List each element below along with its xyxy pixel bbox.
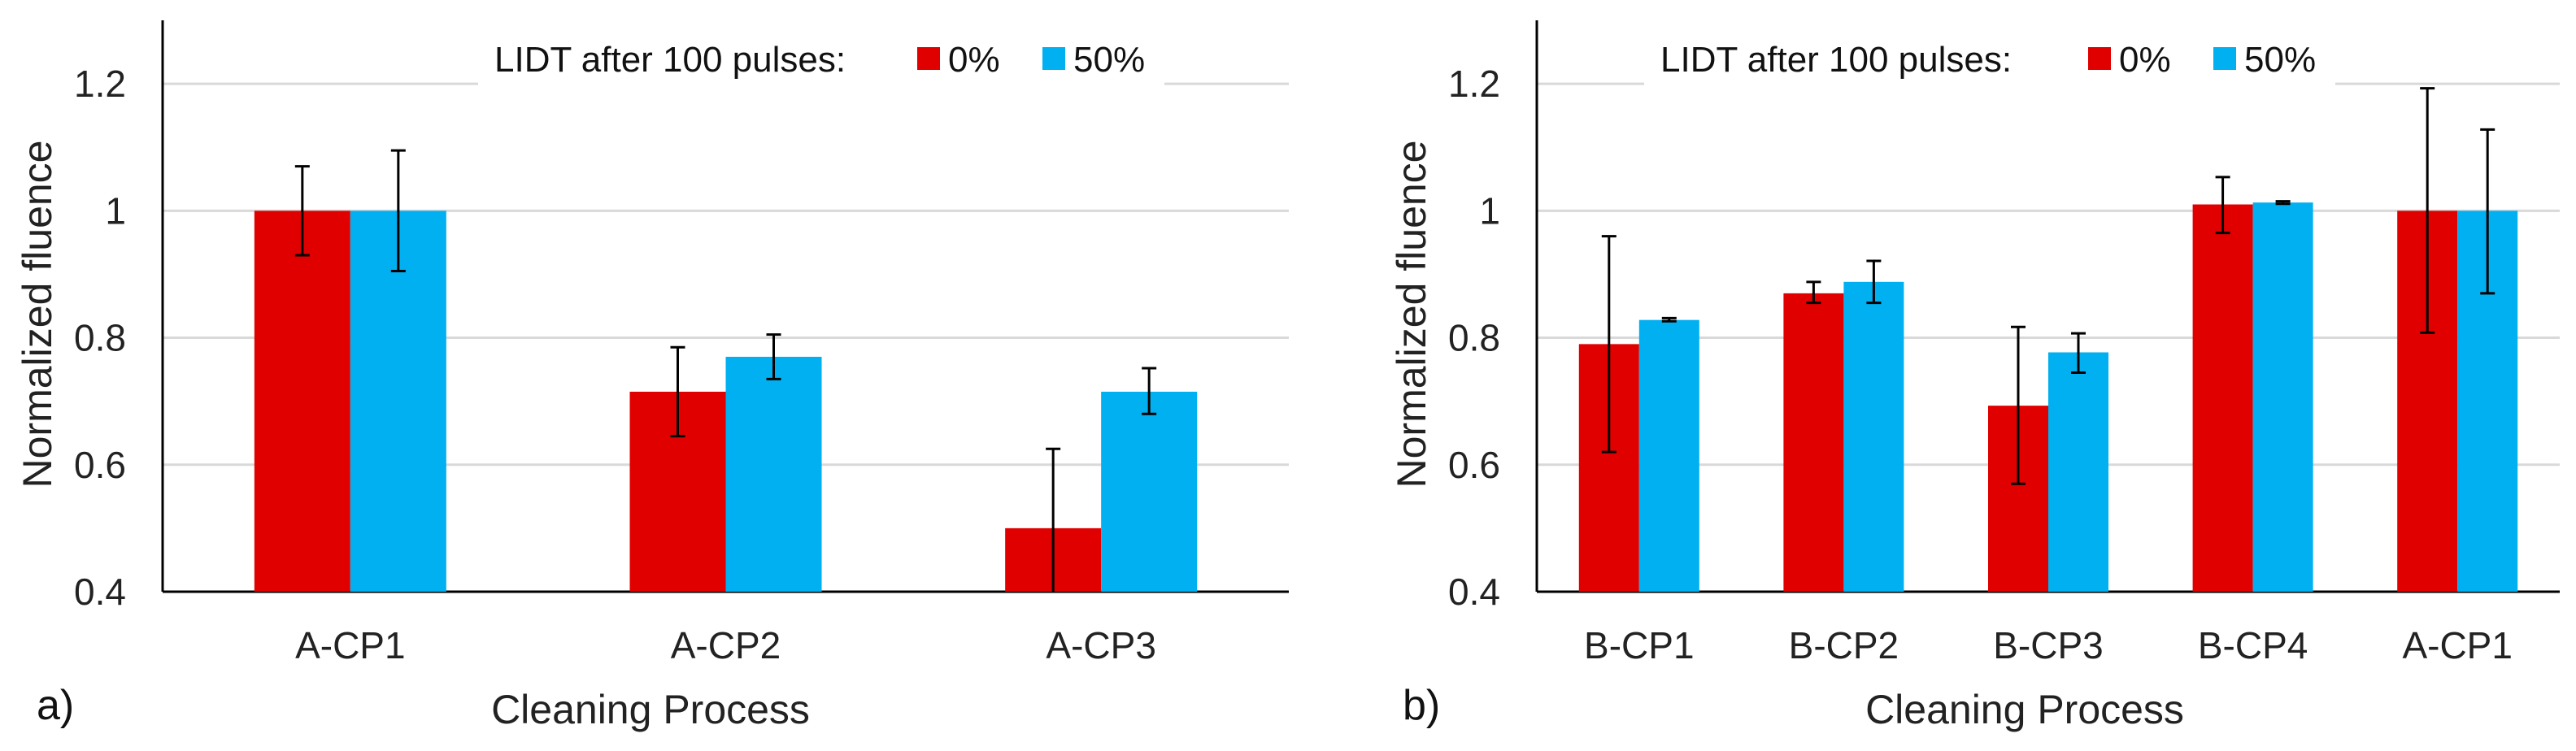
y-tick-label: 0.8 [74, 317, 126, 359]
bar-series-0 [1783, 293, 1844, 592]
bar-series-1 [725, 356, 822, 592]
y-axis-title: Normalized fluence [1389, 141, 1434, 488]
legend-title: LIDT after 100 pulses: [1660, 40, 2012, 80]
x-tick-label: A-CP3 [1046, 624, 1155, 666]
panel-label: b) [1403, 682, 1440, 729]
y-tick-label: 0.6 [1448, 444, 1500, 486]
bar-series-0 [254, 211, 350, 592]
x-tick-label: A-CP1 [2402, 624, 2512, 666]
y-tick-label: 0.4 [1448, 571, 1500, 613]
x-tick-label: A-CP2 [671, 624, 781, 666]
y-tick-label: 1 [1479, 189, 1500, 232]
bar-series-1 [1843, 281, 1904, 592]
y-tick-label: 0.4 [74, 571, 126, 613]
legend-label-series-1: 50% [1073, 40, 1145, 80]
x-tick-label: B-CP4 [2198, 624, 2308, 666]
y-tick-label: 0.6 [74, 444, 126, 486]
y-tick-label: 0.8 [1448, 317, 1500, 359]
x-tick-label: B-CP2 [1789, 624, 1899, 666]
bar-series-1 [1638, 319, 1699, 592]
legend-title: LIDT after 100 pulses: [494, 40, 846, 80]
x-tick-label: B-CP1 [1584, 624, 1694, 666]
y-axis-title: Normalized fluence [15, 141, 60, 488]
x-tick-label: A-CP1 [295, 624, 405, 666]
bar-series-1 [2252, 202, 2313, 592]
y-tick-label: 1.2 [1448, 63, 1500, 105]
x-axis-title: Cleaning Process [1865, 687, 2184, 732]
legend-swatch-series-1 [2213, 47, 2236, 70]
x-axis-title: Cleaning Process [491, 687, 810, 732]
legend-label-series-0: 0% [2119, 40, 2171, 80]
bar-series-1 [1101, 391, 1198, 592]
legend-swatch-series-0 [917, 47, 940, 70]
y-tick-label: 1 [105, 189, 126, 232]
y-tick-label: 1.2 [74, 63, 126, 105]
legend-swatch-series-1 [1042, 47, 1065, 70]
legend-label-series-1: 50% [2244, 40, 2316, 80]
bar-series-1 [2048, 352, 2108, 592]
x-tick-label: B-CP3 [1993, 624, 2103, 666]
legend-label-series-0: 0% [948, 40, 1000, 80]
legend-swatch-series-0 [2088, 47, 2111, 70]
bar-series-0 [2192, 204, 2253, 592]
panel-label: a) [37, 682, 74, 729]
bar-series-1 [350, 211, 446, 592]
